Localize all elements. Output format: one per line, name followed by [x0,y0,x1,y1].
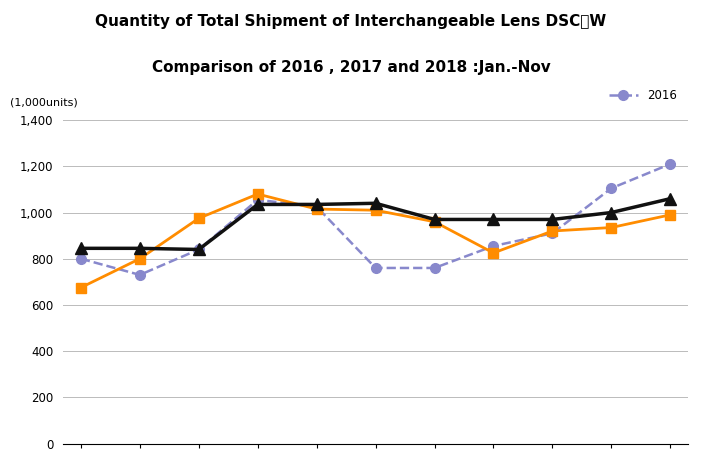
2016 [253,197,262,202]
2016 [371,265,380,271]
2016 [194,247,203,252]
2016 [135,272,144,278]
2016 [77,256,85,261]
Text: Comparison of 2016 , 2017 and 2018 :Jan.-Nov: Comparison of 2016 , 2017 and 2018 :Jan.… [152,60,550,75]
2016 [489,243,498,249]
2016 [312,204,321,210]
2016 [548,231,557,236]
Text: Quantity of Total Shipment of Interchangeable Lens DSC【W: Quantity of Total Shipment of Interchang… [95,14,607,29]
Legend: 2016: 2016 [604,84,682,106]
2016 [607,185,616,191]
2016 [666,161,675,167]
Line: 2016: 2016 [76,159,675,280]
Text: (1,000units): (1,000units) [10,97,78,107]
2016 [430,265,439,271]
